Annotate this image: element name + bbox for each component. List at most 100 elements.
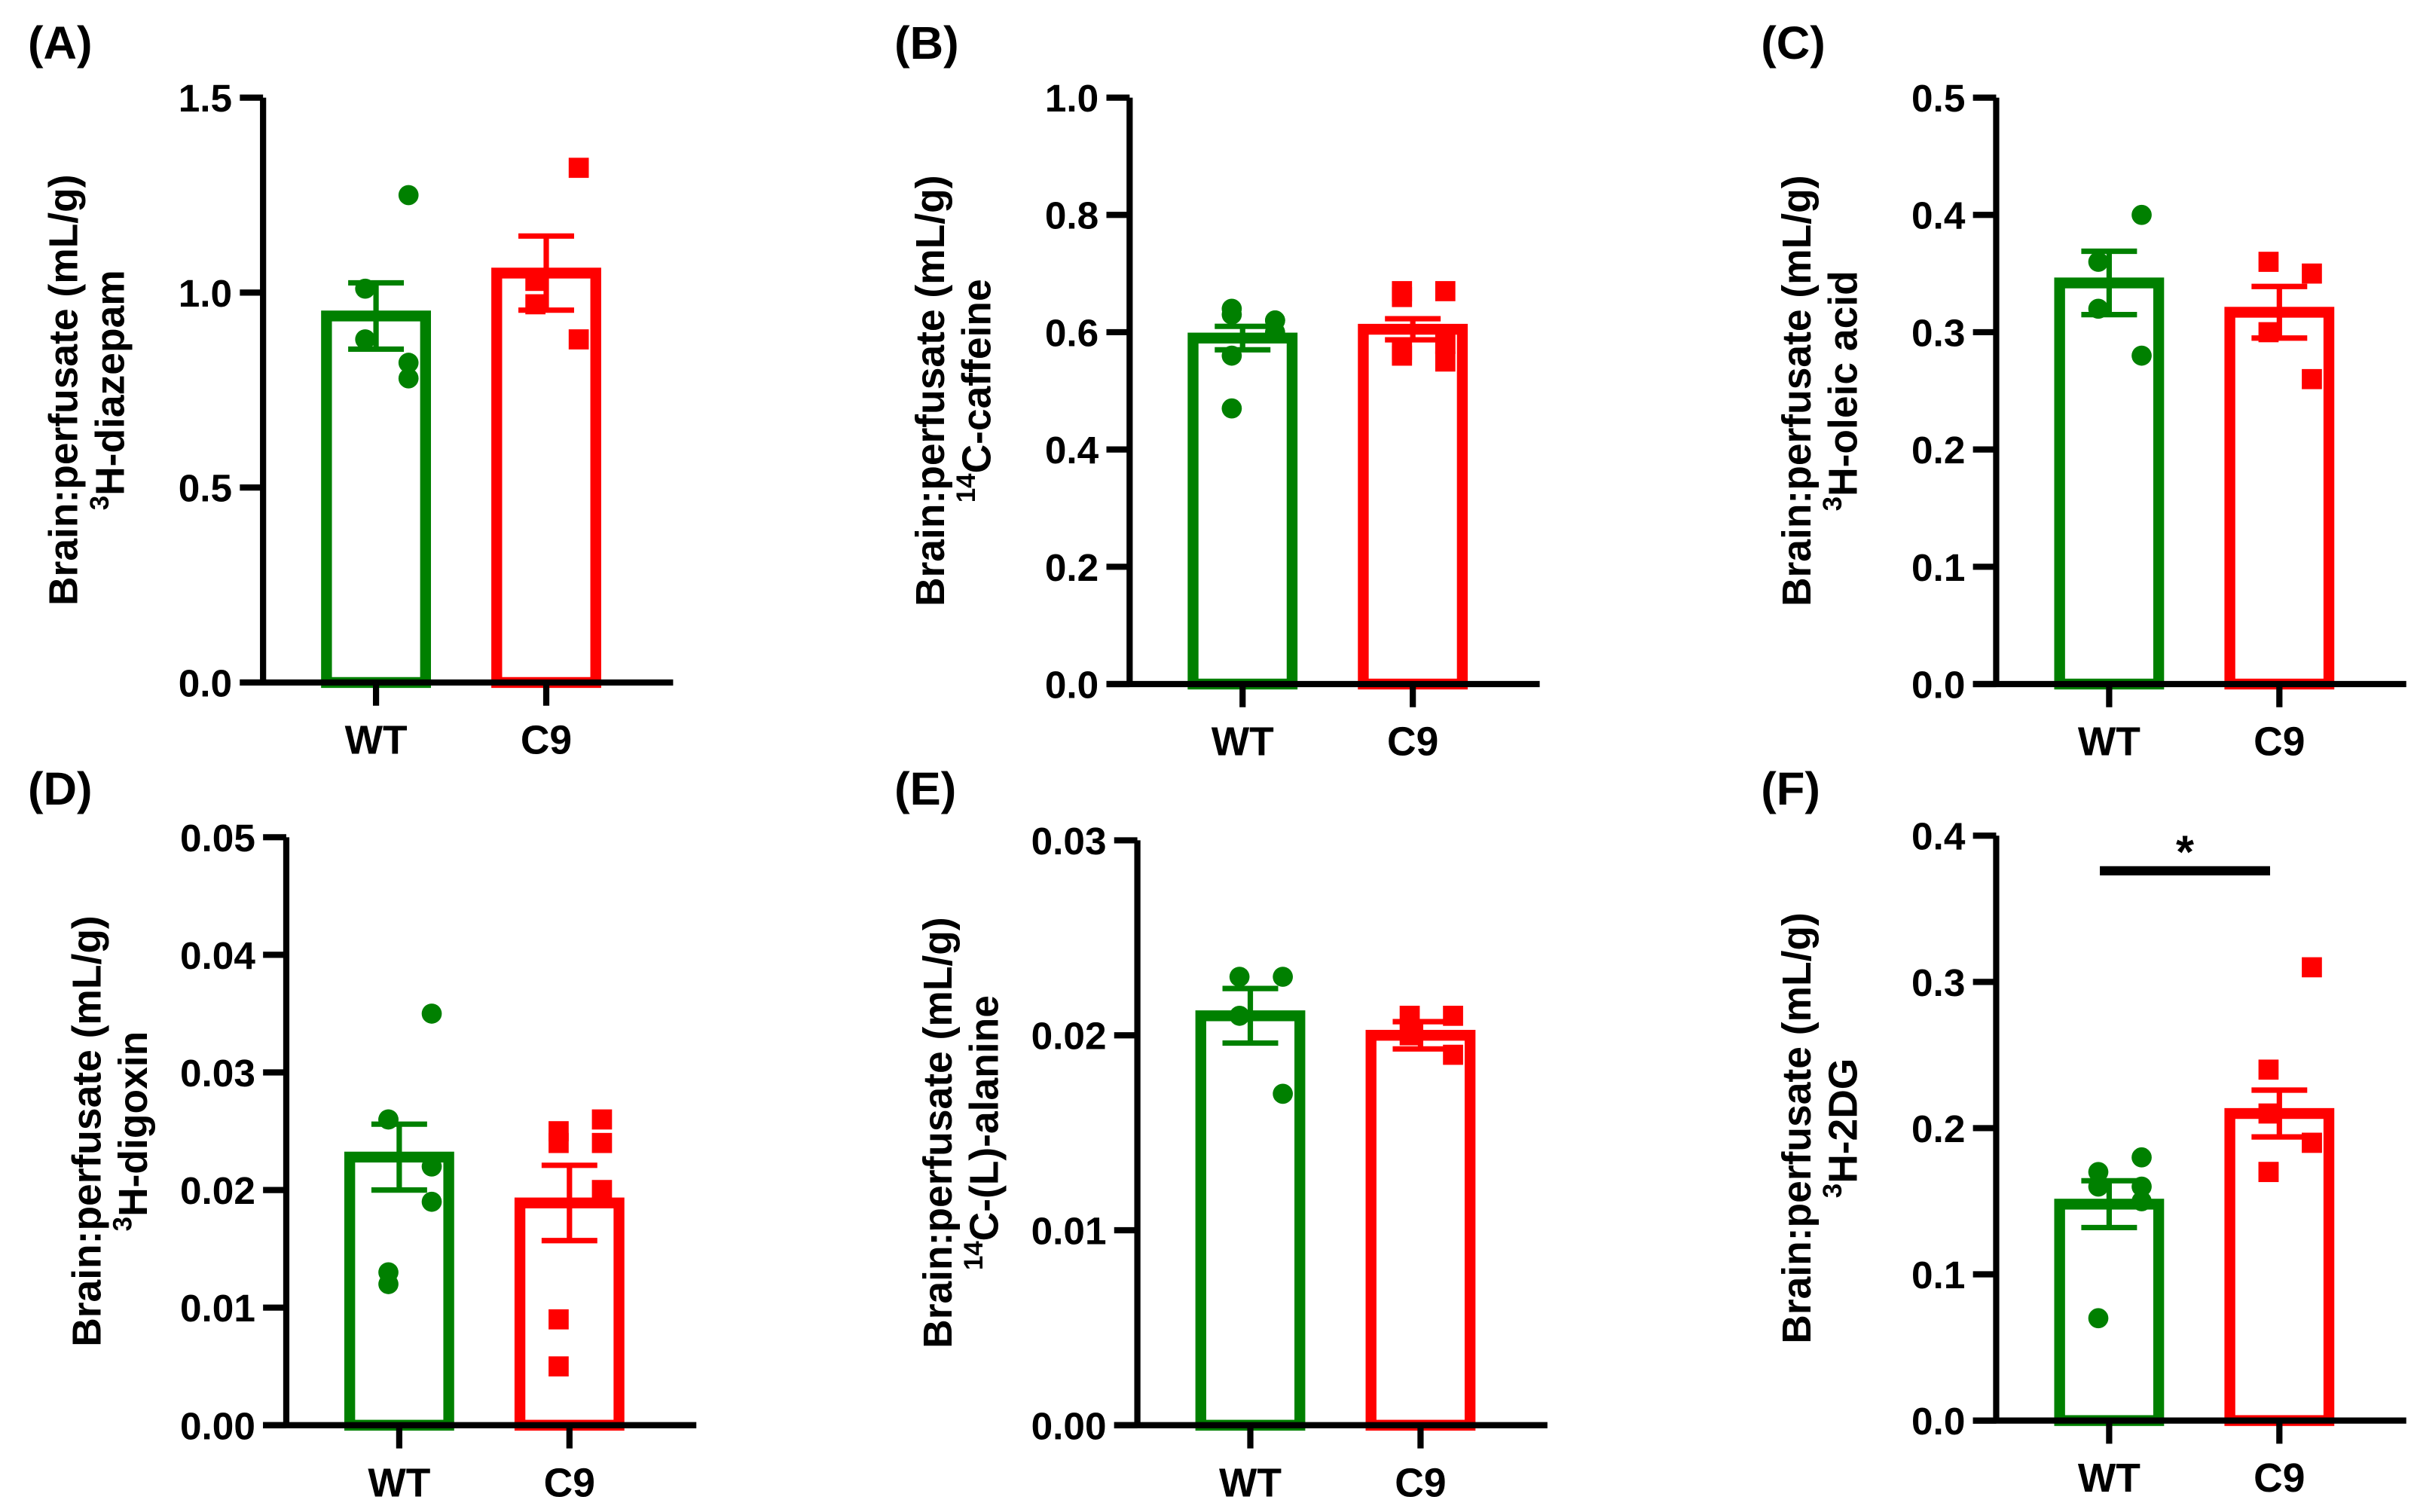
panel-c: (C) Brain:perfusate (mL/g)3H-oleic acid 0.… (1761, 17, 2406, 764)
data-point-c9 (2302, 368, 2322, 389)
data-point-c9 (591, 1109, 613, 1130)
data-point-wt (378, 1274, 399, 1294)
y-tick-label: 0.01 (180, 1287, 255, 1330)
y-tick-label: 0.2 (1911, 1107, 1965, 1150)
data-point-c9 (525, 270, 545, 292)
y-tick-label: 0.5 (1911, 77, 1965, 120)
error-bar-c9 (1392, 1019, 1449, 1052)
isotope-superscript: 3 (85, 496, 115, 510)
y-tick-label: 0.02 (180, 1169, 255, 1212)
y-tick-label: 0.4 (1911, 815, 1966, 858)
data-point-wt (1229, 1005, 1250, 1026)
y-tick-label: 0.4 (1045, 429, 1099, 472)
compound-name: H-diazepam (88, 270, 133, 496)
data-point-wt (1221, 304, 1242, 325)
significance-marker: * (2176, 826, 2194, 878)
compound-name: H-oleic acid (1822, 270, 1866, 496)
x-tick-label: C9 (544, 1461, 595, 1505)
x-tick-label: WT (345, 718, 408, 762)
panel-a: (A) Brain:perfusate (mL/g)3H-diazepam 0.0 0… (28, 17, 674, 762)
data-point-wt (398, 368, 419, 389)
panel-d: (D) Brain:perfusate (mL/g)3H-digoxin 0.00 0… (28, 763, 697, 1505)
bar-c9 (1365, 1030, 1476, 1431)
isotope-superscript: 3 (1818, 496, 1847, 511)
y-axis-label-2: 3H-diazepam (85, 270, 133, 510)
data-point-c9 (2258, 1162, 2279, 1183)
data-point-wt (2131, 345, 2152, 366)
x-tick-label: C9 (2254, 719, 2305, 764)
x-tick-label: C9 (1395, 1461, 1446, 1505)
data-point-c9 (1392, 281, 1413, 301)
data-point-c9 (591, 1180, 613, 1200)
panel-label: (B) (894, 17, 959, 69)
data-point-wt (421, 1156, 442, 1177)
error-bar-c9 (518, 233, 574, 313)
data-point-wt (421, 1003, 442, 1024)
compound-name: H-digoxin (112, 1031, 156, 1217)
error-bar-wt (371, 1121, 427, 1193)
data-point-wt (1273, 1083, 1293, 1104)
error-bar-c9 (541, 1162, 597, 1244)
data-point-c9 (568, 329, 589, 350)
bar-wt (2054, 1199, 2165, 1426)
y-axis-label-2: 3H-2DG (1818, 1058, 1866, 1199)
y-tick-label: 0.02 (1031, 1015, 1107, 1058)
x-tick-label: WT (2078, 1456, 2141, 1501)
y-tick-label: 0.01 (1031, 1209, 1107, 1252)
y-tick-label: 0.8 (1045, 194, 1099, 237)
error-bar-c9 (2251, 283, 2308, 341)
y-tick-label: 0.3 (1911, 311, 1965, 354)
data-point-c9 (2302, 263, 2322, 284)
data-point-wt (2131, 204, 2152, 225)
data-point-c9 (591, 1132, 613, 1153)
data-point-wt (2088, 252, 2109, 272)
x-tick-label: C9 (1387, 719, 1438, 764)
isotope-superscript: 14 (959, 1241, 989, 1270)
error-bar-wt (348, 279, 405, 353)
data-point-wt (2131, 1147, 2152, 1168)
error-bar-c9 (2251, 1087, 2308, 1140)
y-axis-label-2: 3H-digoxin (108, 1031, 157, 1232)
x-tick-label: WT (2078, 719, 2141, 764)
error-bar-wt (1222, 985, 1279, 1046)
y-tick-label: 0.6 (1045, 311, 1099, 354)
bar-c9 (2224, 307, 2335, 690)
x-tick-label: WT (1212, 719, 1274, 764)
data-point-wt (398, 353, 419, 373)
y-tick-label: 0.3 (1911, 961, 1965, 1004)
x-tick-label: WT (1219, 1461, 1282, 1505)
y-tick-label: 0.2 (1911, 429, 1965, 472)
data-point-wt (2088, 1308, 2109, 1329)
y-tick-label: 0.0 (1045, 663, 1099, 706)
panel-f: (F) Brain:perfusate (mL/g)3H-2DG 0.0 0.1 0.2… (1761, 763, 2406, 1501)
bar-wt (1187, 332, 1298, 690)
data-point-c9 (2258, 1059, 2279, 1080)
y-tick-label: 0.2 (1045, 546, 1099, 589)
y-tick-label: 0.1 (1911, 546, 1965, 589)
isotope-superscript: 14 (952, 473, 981, 502)
y-tick-label: 0.4 (1911, 194, 1966, 237)
panel-label: (E) (894, 763, 956, 815)
y-tick-label: 1.0 (1045, 77, 1099, 120)
data-point-c9 (548, 1132, 569, 1153)
y-tick-label: 0.0 (179, 661, 232, 704)
data-point-c9 (1435, 351, 1456, 372)
isotope-superscript: 3 (108, 1217, 138, 1231)
y-axis-label: Brain:perfusate (mL/g) (1775, 912, 1820, 1344)
data-point-wt (1221, 398, 1242, 419)
x-tick-label: C9 (521, 718, 572, 762)
error-bar-c9 (1385, 316, 1441, 343)
data-point-c9 (2258, 252, 2279, 272)
data-point-wt (398, 185, 419, 206)
y-tick-label: 0.05 (180, 817, 255, 860)
y-axis-label: Brain:perfusate (mL/g) (66, 915, 110, 1347)
y-axis-label-2: 14C-(L)-alanine (959, 995, 1007, 1270)
y-tick-label: 0.00 (180, 1404, 255, 1447)
y-tick-label: 0.04 (180, 934, 255, 977)
data-point-wt (1273, 967, 1293, 987)
compound-name: C-(L)-alanine (963, 995, 1007, 1241)
bar-c9 (1358, 323, 1468, 690)
y-tick-label: 1.5 (179, 77, 232, 120)
compound-name: C-caffeine (955, 279, 999, 473)
